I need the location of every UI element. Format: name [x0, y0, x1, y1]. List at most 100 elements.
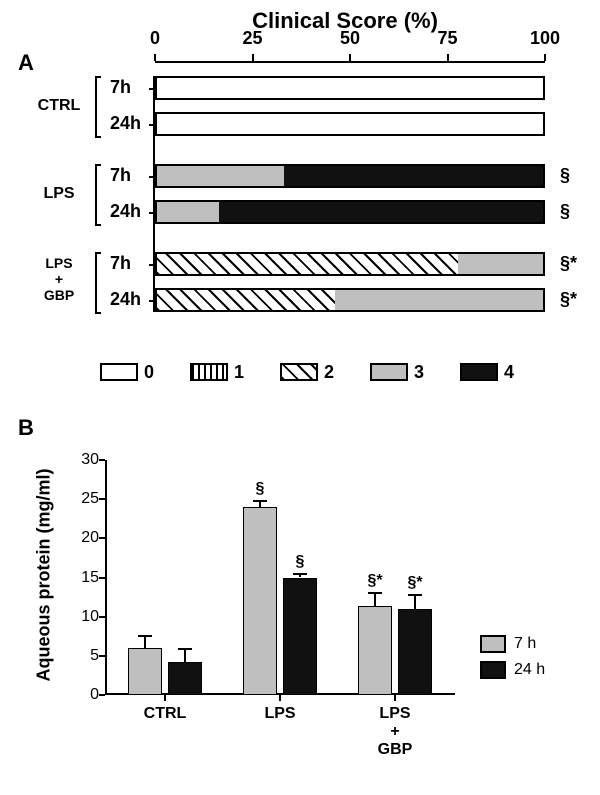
panel-b-significance-marker: §	[256, 480, 265, 498]
panel-b-y-tick	[99, 537, 105, 539]
panel-a-row-label: 24h	[110, 113, 141, 134]
panel-b-legend-item: 24 h	[480, 661, 545, 679]
panel-a-segment-level-0	[157, 114, 543, 134]
panel-b-significance-marker: §*	[367, 572, 382, 590]
panel-a-segment-level-4	[219, 202, 543, 222]
panel-b-x-label: CTRL	[144, 705, 187, 723]
panel-a-legend-swatch	[370, 363, 408, 381]
panel-b-error-cap	[408, 594, 422, 596]
panel-a-legend-swatch	[190, 363, 228, 381]
panel-b-y-axis-line	[105, 460, 107, 695]
panel-a-x-tick	[154, 54, 156, 61]
panel-b-y-tick-label: 15	[69, 569, 99, 587]
panel-b-x-label: LPS	[264, 705, 295, 723]
panel-a-legend-label: 1	[234, 362, 244, 383]
panel-b-y-tick-label: 25	[69, 490, 99, 508]
panel-a-segment-level-3	[157, 202, 219, 222]
panel-b-bar	[243, 507, 277, 695]
panel-a-legend-swatch	[280, 363, 318, 381]
panel-a-x-axis-line	[155, 61, 545, 63]
panel-b-y-tick-label: 5	[69, 647, 99, 665]
panel-b-y-axis-title: Aqueous protein (mg/ml)	[34, 469, 55, 682]
panel-b-significance-marker: §	[296, 553, 305, 571]
panel-b-y-tick-label: 10	[69, 608, 99, 626]
panel-a-significance-marker: §	[560, 165, 570, 186]
panel-a-x-tick	[544, 54, 546, 61]
panel-a-legend-item: 4	[460, 360, 514, 384]
panel-a-segment-level-3	[157, 166, 284, 186]
panel-b-error-cap	[138, 635, 152, 637]
panel-a-x-tick	[349, 54, 351, 61]
panel-b-plot-area: 051015202530§§§*§*	[105, 460, 455, 695]
panel-a-x-tick-label: 75	[437, 28, 457, 49]
panel-a-legend-item: 1	[190, 360, 244, 384]
panel-a-group-bracket-cap	[95, 136, 101, 138]
panel-a-legend-item: 2	[280, 360, 334, 384]
panel-a-legend-item: 3	[370, 360, 424, 384]
panel-a-segment-level-2	[157, 254, 458, 274]
panel-b-bar	[128, 648, 162, 695]
panel-b-error-cap	[253, 500, 267, 502]
panel-b-error-bar	[414, 594, 416, 609]
panel-b-significance-marker: §*	[407, 574, 422, 592]
panel-a-group-bracket	[95, 164, 97, 224]
panel-a-group-label: LPS	[28, 185, 90, 203]
panel-a-legend-label: 0	[144, 362, 154, 383]
panel-b-bar	[168, 662, 202, 695]
panel-b-legend-item: 7 h	[480, 635, 545, 653]
panel-a-x-tick-label: 25	[242, 28, 262, 49]
panel-a-y-axis-line	[153, 76, 155, 312]
panel-b-error-cap	[293, 573, 307, 575]
panel-a-legend-item: 0	[100, 360, 154, 384]
panel-b: B Aqueous protein (mg/ml) 0 5 10 15 20 25 30 § §…	[0, 415, 600, 795]
panel-a-group-bracket	[95, 252, 97, 312]
panel-b-y-tick	[99, 577, 105, 579]
panel-a-row-label: 7h	[110, 165, 131, 186]
panel-a-row-label: 24h	[110, 289, 141, 310]
panel-b-error-cap	[178, 648, 192, 650]
panel-a-x-tick-label: 50	[340, 28, 360, 49]
panel-a-group-bracket-cap	[95, 312, 101, 314]
panel-b-y-tick-label: 20	[69, 529, 99, 547]
panel-b-y-tick	[99, 498, 105, 500]
panel-a-group-bracket-cap	[95, 76, 101, 78]
panel-a-significance-marker: §	[560, 201, 570, 222]
panel-a: A Clinical Score (%) 02550751007h24h7h§2…	[0, 0, 600, 410]
figure-page: A Clinical Score (%) 02550751007h24h7h§2…	[0, 0, 600, 795]
panel-b-bar	[283, 578, 317, 696]
panel-b-error-bar	[184, 648, 186, 662]
panel-a-group-label: CTRL	[28, 97, 90, 115]
panel-b-y-tick-label: 30	[69, 451, 99, 469]
panel-a-significance-marker: §*	[560, 289, 577, 310]
panel-b-y-tick	[99, 694, 105, 696]
panel-a-group-bracket-cap	[95, 224, 101, 226]
panel-b-y-tick-label: 0	[69, 686, 99, 704]
panel-b-letter: B	[18, 415, 34, 441]
panel-a-x-tick-label: 100	[530, 28, 560, 49]
panel-b-x-tick	[394, 695, 396, 701]
panel-a-row-label: 7h	[110, 77, 131, 98]
panel-a-segment-level-2	[157, 290, 335, 310]
panel-a-group-bracket-cap	[95, 252, 101, 254]
panel-a-legend-label: 3	[414, 362, 424, 383]
panel-b-legend-swatch	[480, 635, 506, 653]
panel-a-legend-swatch	[460, 363, 498, 381]
panel-b-bar	[398, 609, 432, 695]
panel-a-legend-label: 4	[504, 362, 514, 383]
panel-b-x-tick	[164, 695, 166, 701]
panel-a-row	[155, 112, 545, 136]
panel-a-legend-label: 2	[324, 362, 334, 383]
panel-a-legend: 0 1 2 3 4	[100, 360, 560, 394]
panel-b-x-label: LPS+GBP	[378, 705, 413, 759]
panel-b-error-cap	[368, 592, 382, 594]
panel-a-segment-level-3	[458, 254, 543, 274]
panel-a-row	[155, 252, 545, 276]
panel-b-legend-label: 7 h	[514, 635, 536, 653]
panel-b-y-tick	[99, 459, 105, 461]
panel-b-legend-swatch	[480, 661, 506, 679]
panel-a-row	[155, 164, 545, 188]
panel-a-segment-level-0	[157, 78, 543, 98]
panel-a-x-tick	[252, 54, 254, 61]
panel-b-bar	[358, 606, 392, 695]
panel-b-x-tick	[279, 695, 281, 701]
